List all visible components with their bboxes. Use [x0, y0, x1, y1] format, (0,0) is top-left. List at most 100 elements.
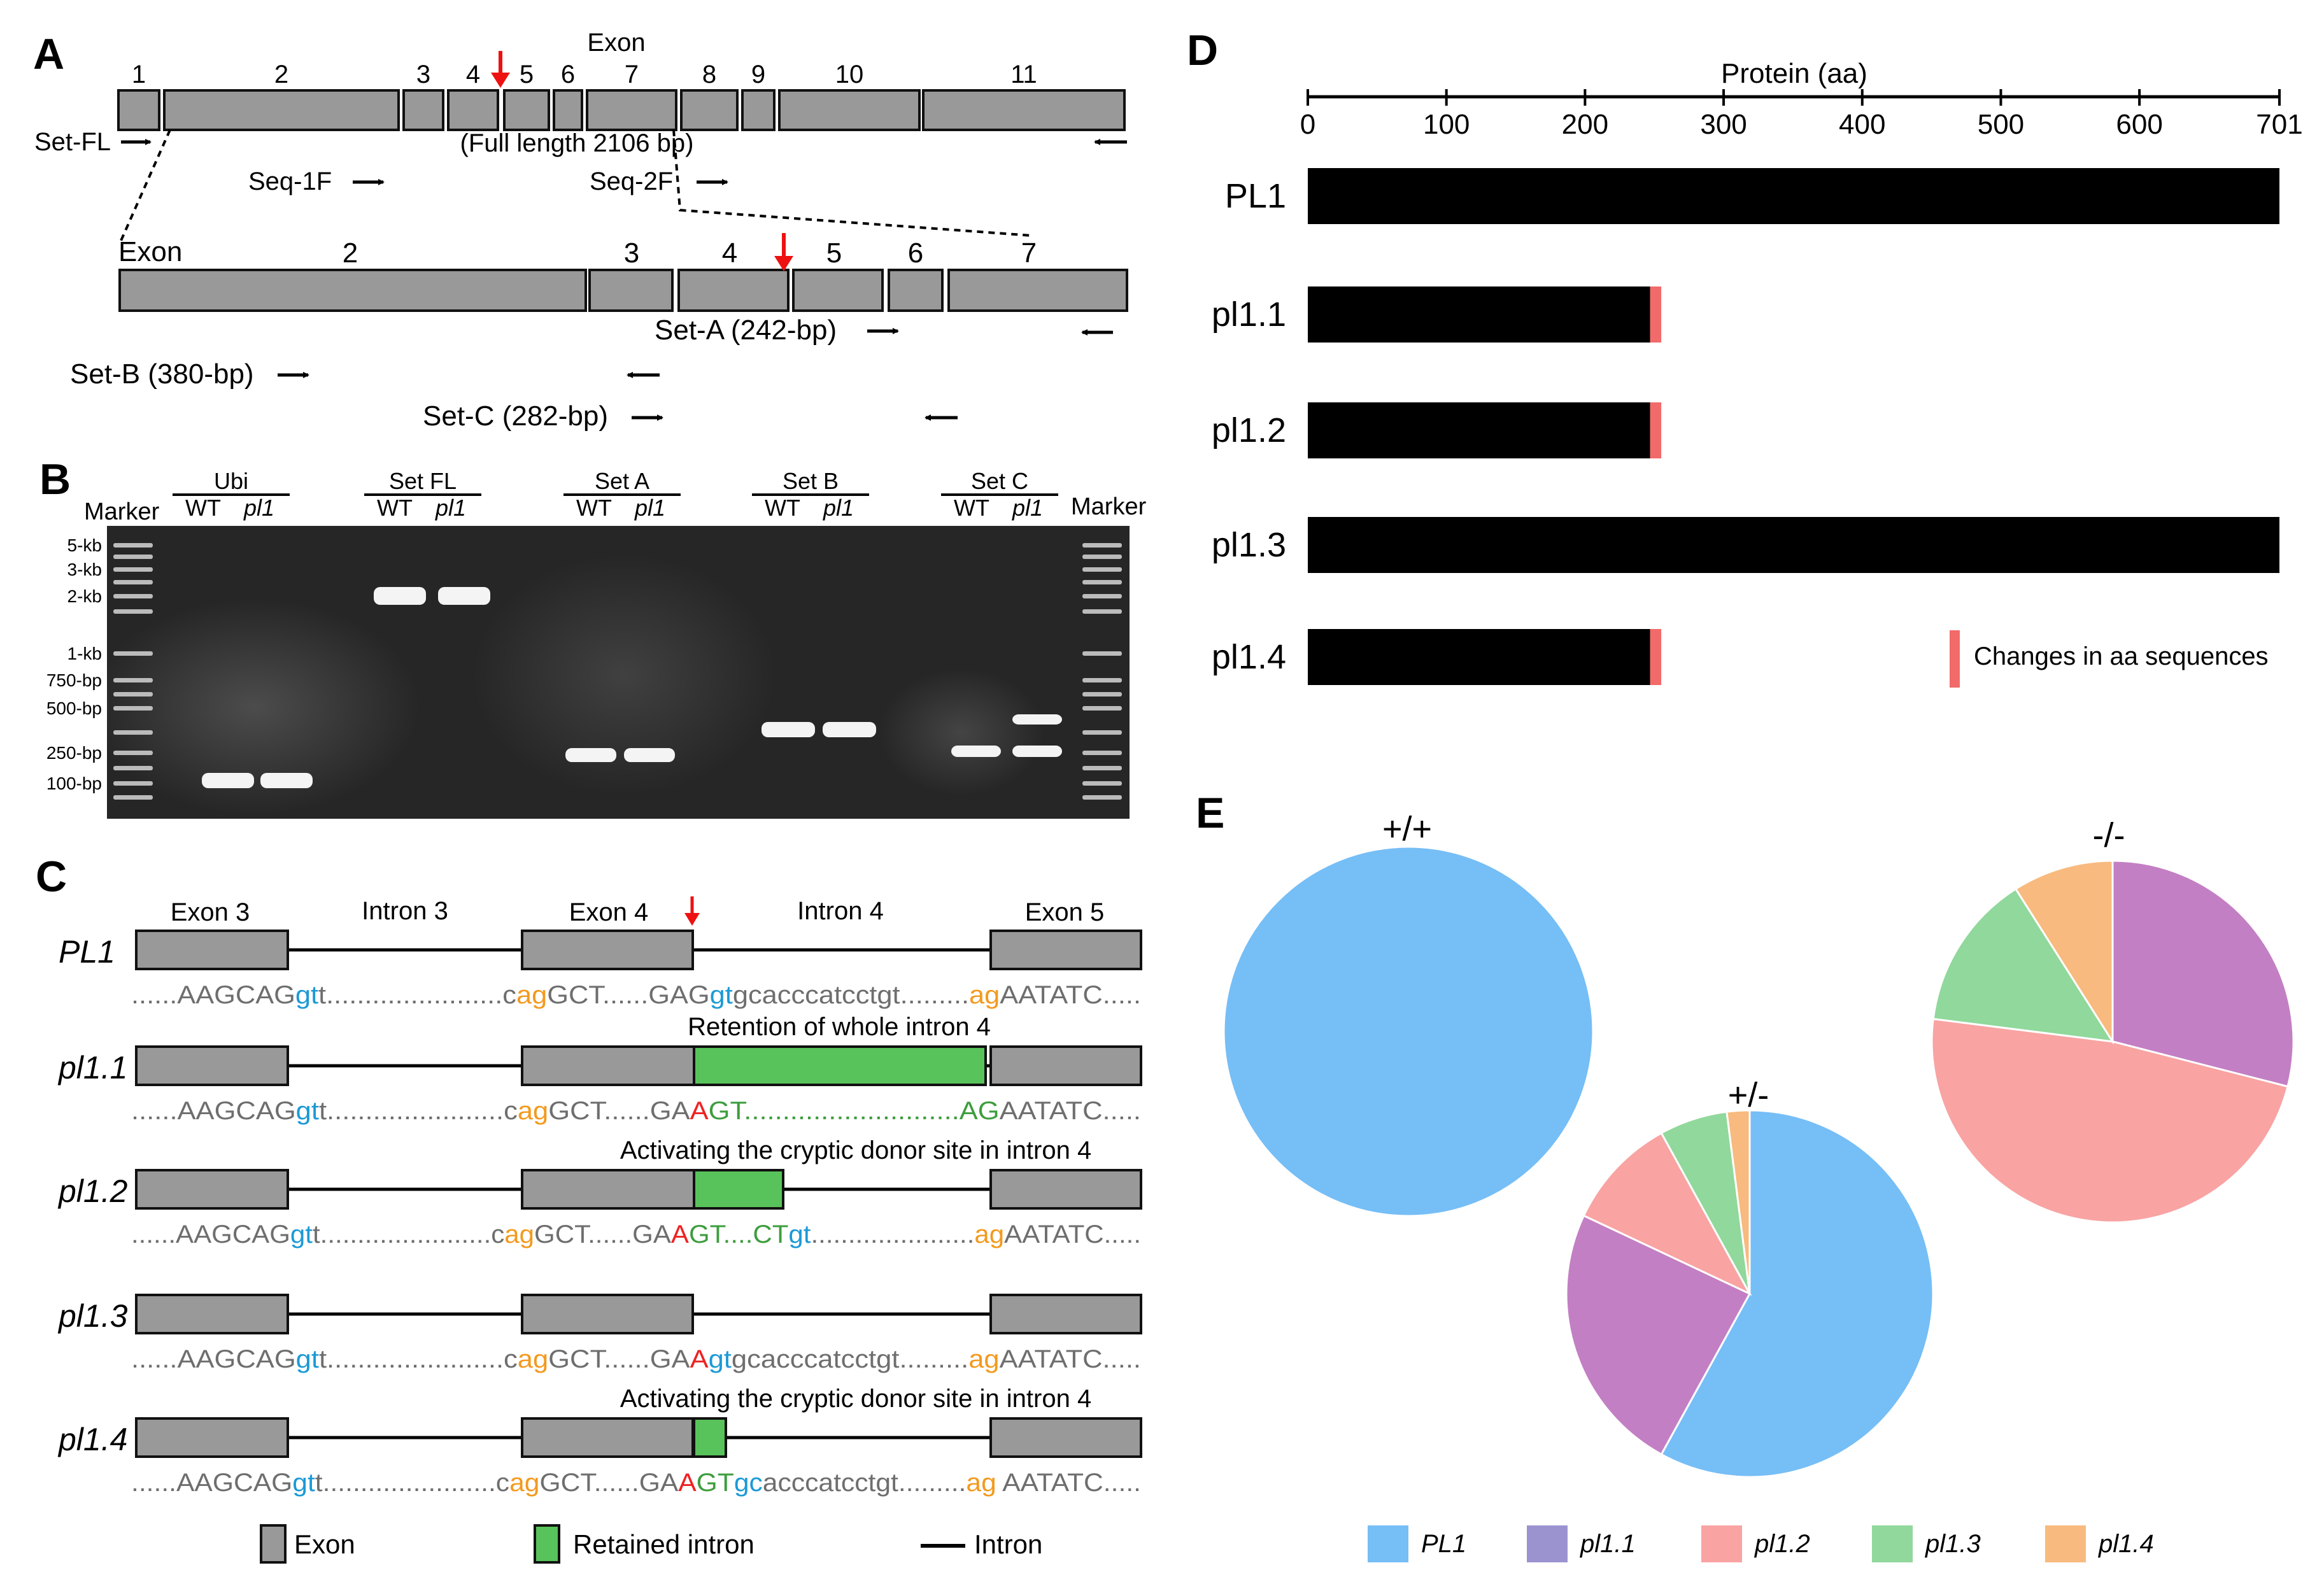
sequence-segment: t....................... — [319, 1345, 504, 1373]
primer-set-b-label: Set-B (380-bp) — [70, 358, 254, 390]
sequence-segment: ag — [968, 1345, 999, 1373]
exon-number: 5 — [520, 60, 534, 88]
gel-lane-label: pl1 — [243, 495, 274, 521]
sequence-segment: GT — [697, 1469, 734, 1497]
isoform-name: pl1.2 — [57, 1173, 128, 1209]
ladder-band — [113, 651, 153, 656]
protein-bar — [1308, 168, 2279, 224]
gel-group-title: Ubi — [214, 468, 248, 494]
pie-title: -/- — [2093, 816, 2125, 854]
ladder-band — [1082, 678, 1122, 682]
ladder-band — [1082, 766, 1122, 770]
sequence-segment: c — [504, 1097, 518, 1125]
exon-box — [989, 1294, 1142, 1334]
sequence-segment: gcacccatcctgt......... — [732, 1345, 968, 1373]
exon-box — [447, 89, 499, 131]
exon-number: 5 — [826, 237, 842, 269]
panel-a-label: A — [33, 30, 64, 78]
exon-number: 11 — [1010, 60, 1037, 88]
ladder-size-label: 250-bp — [46, 743, 102, 763]
zoom-guide-line — [672, 129, 1032, 237]
sequence-segment: GCT......GA — [540, 1469, 679, 1497]
isoform-name: PL1 — [59, 934, 115, 970]
splicing-row-pl1-3: pl1.3...... AAGCAG gtt....................… — [57, 1294, 1142, 1373]
zoom-gene-exon-numbers: 2 3 4 5 6 7 — [343, 237, 1037, 269]
header-exon5: Exon 5 — [1025, 898, 1105, 926]
exon-box — [521, 1294, 694, 1334]
legend-swatch — [1872, 1525, 1913, 1562]
isoform-label: PL1 — [1225, 177, 1286, 215]
pie-heterozygous: +/- — [1565, 1076, 1934, 1478]
legend-swatch — [1527, 1525, 1568, 1562]
ladder-band — [1082, 781, 1122, 786]
ladder-size-label: 100-bp — [46, 774, 102, 793]
ladder-size-label: 5-kb — [67, 535, 102, 555]
gel-band — [762, 722, 815, 737]
sequence-segment: ...... — [131, 1345, 178, 1373]
panel-d-label: D — [1187, 26, 1218, 74]
exon-box — [888, 269, 944, 312]
ladder-size-label: 500-bp — [46, 698, 102, 718]
gel-lane-label: WT — [185, 495, 221, 521]
sequence-segment: ...... — [131, 1469, 176, 1497]
isoform-name: pl1.3 — [57, 1298, 128, 1334]
pie-slice-pl1-3 — [1932, 887, 2115, 1043]
exon-box — [117, 89, 160, 131]
protein-bars: PL1 pl1.1 pl1.2 pl1.3 pl1.4 — [1212, 168, 2279, 685]
legend-swatch — [2045, 1525, 2086, 1562]
exon-box — [588, 269, 674, 312]
sequence-segment: AAGCAG — [177, 981, 295, 1009]
sequence-segment: AATATC..... — [1000, 981, 1141, 1009]
exon-number: 7 — [1021, 237, 1037, 269]
sequence-segment: AAGCAG — [176, 1220, 290, 1248]
gel-group-title: Set FL — [389, 468, 457, 494]
axis-tick-label: 0 — [1300, 109, 1315, 140]
sequence-segment: AAGCAG — [176, 1469, 292, 1497]
axis-tick-label: 701 — [2256, 109, 2302, 140]
sequence-segment: GCT......GA — [548, 1097, 690, 1125]
primer-seq-1f-label: Seq-1F — [248, 167, 332, 195]
exon-box — [947, 269, 1128, 312]
gel-band — [624, 748, 675, 762]
zoom-exon-title: Exon — [118, 236, 182, 267]
sequence-segment: AATATC..... — [996, 1469, 1141, 1497]
panel-b-label: B — [39, 455, 71, 504]
pie-slice-pl1-1 — [1565, 1214, 1752, 1456]
exon-box — [135, 1045, 289, 1086]
ladder-band — [1082, 609, 1122, 614]
ladder-band — [113, 567, 153, 572]
exon-number: 6 — [908, 237, 923, 269]
ladder-band — [113, 730, 153, 735]
panel-d-protein: D Protein (aa) 0 100 200 300 400 500 600 701 PL… — [1187, 26, 2303, 688]
ladder-band — [113, 543, 153, 548]
axis-tick-label: 100 — [1423, 109, 1470, 140]
legend-label: pl1.4 — [2098, 1530, 2154, 1558]
full-length-label: (Full length 2106 bp) — [460, 129, 694, 157]
red-down-arrow-icon — [684, 896, 700, 926]
exon-box — [989, 1417, 1142, 1458]
sequence-segment: ag — [509, 1469, 539, 1497]
sequence-segment: A — [678, 1469, 697, 1497]
exon-box — [521, 1045, 695, 1086]
ladder-labels: 5-kb 3-kb 2-kb 1-kb 750-bp 500-bp 250-bp 100-bp — [46, 535, 102, 793]
sequence-segment: AATATC..... — [1000, 1097, 1141, 1125]
ladder-band — [113, 706, 153, 711]
legend-exon-label: Exon — [294, 1529, 355, 1559]
pie-homozygous-mutant: -/- — [1931, 816, 2295, 1224]
gel-band — [260, 773, 313, 788]
header-intron4: Intron 4 — [797, 897, 884, 925]
panel-c-legend: Exon Retained intron Intron — [260, 1524, 1042, 1564]
exon-number: 3 — [416, 60, 430, 88]
axis-tick-label: 200 — [1562, 109, 1608, 140]
header-intron3: Intron 3 — [362, 897, 448, 925]
protein-bar — [1308, 402, 1650, 458]
protein-axis-ticks: 0 100 200 300 400 500 600 701 — [1300, 89, 2303, 140]
sample-bands — [202, 587, 1062, 788]
zoom-guide-line — [120, 129, 171, 241]
protein-axis-title: Protein (aa) — [1721, 58, 1867, 89]
isoform-label: pl1.1 — [1212, 295, 1286, 334]
legend-label: pl1.3 — [1925, 1530, 1981, 1558]
isoform-name: pl1.4 — [57, 1422, 127, 1457]
sequence-segment: t....................... — [319, 1097, 504, 1125]
